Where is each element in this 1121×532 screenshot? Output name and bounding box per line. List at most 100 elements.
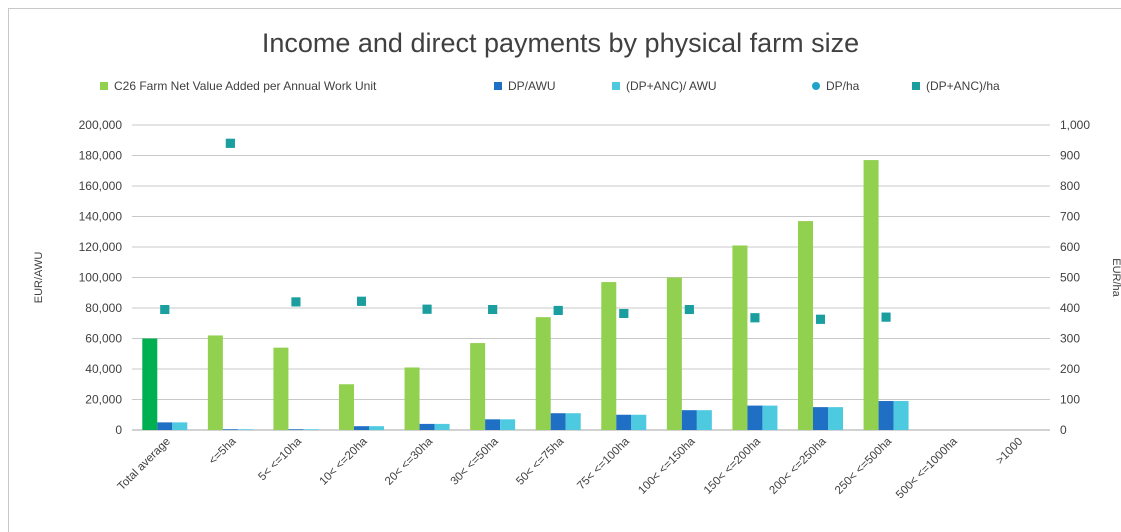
- y-tick-label: 100,000: [79, 271, 123, 285]
- x-tick-label: 200< <=250ha: [767, 435, 829, 497]
- y-axis-title: EUR/AWU: [33, 252, 45, 304]
- x-tick-label: 30< <=50ha: [449, 435, 502, 488]
- y2-tick-label: 800: [1060, 179, 1080, 193]
- y2-tick-label: 200: [1060, 362, 1080, 376]
- bar: [369, 426, 384, 430]
- bar: [863, 160, 879, 430]
- legend-swatch-fnva: [100, 82, 108, 90]
- x-tick-label: Total average: [116, 436, 173, 493]
- bar: [237, 429, 253, 430]
- y2-tick-label: 300: [1060, 332, 1080, 346]
- bar: [798, 221, 813, 430]
- y2-axis-title: EUR/ha: [1110, 258, 1121, 297]
- y2-tick-label: 100: [1060, 393, 1080, 407]
- bar: [419, 423, 435, 430]
- bar: [565, 413, 581, 430]
- marker: [553, 305, 563, 315]
- bar: [207, 335, 223, 430]
- bar: [601, 282, 617, 430]
- bar: [404, 367, 420, 430]
- bar: [273, 347, 289, 430]
- marker: [357, 296, 366, 306]
- legend-swatch-dp-awu: [494, 82, 502, 90]
- legend-label-dp-awu: DP/AWU: [508, 79, 556, 93]
- x-tick-label: 50< <=75ha: [514, 435, 567, 488]
- bar: [535, 317, 551, 430]
- legend-label-dp-anc-ha: (DP+ANC)/ha: [926, 79, 1000, 93]
- y-tick-label: 200,000: [79, 118, 123, 132]
- legend-label-dp-anc-awu: (DP+ANC)/ AWU: [626, 79, 717, 93]
- bar: [142, 338, 158, 430]
- marker: [225, 138, 235, 148]
- y2-tick-label: 0: [1060, 423, 1067, 437]
- bar: [893, 401, 909, 430]
- bar: [172, 422, 188, 430]
- bar: [732, 245, 748, 430]
- x-tick-label: 20< <=30ha: [383, 435, 436, 488]
- y2-tick-label: 600: [1060, 240, 1080, 254]
- y-tick-label: 140,000: [79, 210, 123, 224]
- y2-tick-label: 1,000: [1060, 118, 1090, 132]
- bar: [616, 414, 632, 430]
- legend-swatch-dp-anc-ha: [912, 82, 920, 90]
- bar: [747, 405, 763, 430]
- y-tick-label: 80,000: [85, 301, 122, 315]
- bar: [828, 407, 843, 430]
- bar: [470, 343, 486, 430]
- bar: [878, 401, 894, 430]
- y-tick-label: 40,000: [85, 362, 122, 376]
- marker: [291, 297, 301, 307]
- legend-label-fnva: C26 Farm Net Value Added per Annual Work…: [114, 79, 377, 93]
- chart-frame: [8, 8, 1121, 532]
- legend-swatch-dp-ha: [812, 82, 820, 90]
- legend-item-dp-anc-ha: (DP+ANC)/ha: [912, 79, 1000, 93]
- legend-swatch-dp-anc-awu: [612, 82, 620, 90]
- bar: [500, 419, 516, 430]
- y2-tick-label: 700: [1060, 210, 1080, 224]
- bar: [339, 384, 354, 430]
- bar: [157, 422, 173, 430]
- bar: [762, 405, 778, 430]
- marker: [816, 314, 825, 324]
- x-tick-label: 150< <=200ha: [702, 435, 764, 497]
- y-tick-label: 0: [115, 423, 122, 437]
- bar: [813, 407, 828, 430]
- chart-title: Income and direct payments by physical f…: [261, 28, 860, 58]
- marker: [750, 313, 760, 323]
- bar: [222, 429, 238, 430]
- y-tick-label: 20,000: [85, 393, 122, 407]
- marker: [422, 304, 432, 314]
- x-tick-label: 75< <=100ha: [575, 435, 632, 492]
- x-tick-label: <=5ha: [207, 435, 239, 467]
- legend-item-fnva: C26 Farm Net Value Added per Annual Work…: [100, 79, 376, 93]
- marker: [619, 308, 629, 318]
- legend-label-dp-ha: DP/ha: [826, 79, 860, 93]
- x-tick-label: 10< <=20ha: [317, 435, 370, 488]
- y2-tick-label: 400: [1060, 301, 1080, 315]
- x-tick-label: 100< <=150ha: [636, 435, 698, 497]
- bar: [696, 410, 712, 430]
- y2-tick-label: 900: [1060, 149, 1080, 163]
- bar: [434, 423, 450, 430]
- x-tick-label: >1000: [994, 436, 1025, 467]
- bar: [354, 426, 369, 430]
- bar: [288, 429, 304, 430]
- y-tick-label: 120,000: [79, 240, 123, 254]
- bar: [550, 413, 566, 430]
- legend-item-dp-ha: DP/ha: [812, 79, 859, 93]
- y-tick-label: 60,000: [85, 332, 122, 346]
- x-tick-label: 5< <=10ha: [256, 435, 304, 483]
- bar: [485, 419, 501, 430]
- x-tick-label: 250< <=500ha: [833, 435, 895, 497]
- bar: [303, 429, 319, 430]
- bar: [681, 410, 697, 430]
- legend-item-dp-anc-awu: (DP+ANC)/ AWU: [612, 79, 717, 93]
- x-tick-label: 500< <=1000ha: [894, 435, 960, 501]
- y-tick-label: 160,000: [79, 179, 123, 193]
- legend-item-dp-awu: DP/AWU: [494, 79, 556, 93]
- y2-tick-label: 500: [1060, 271, 1080, 285]
- bar: [666, 277, 682, 430]
- marker: [881, 312, 891, 322]
- marker: [684, 305, 694, 315]
